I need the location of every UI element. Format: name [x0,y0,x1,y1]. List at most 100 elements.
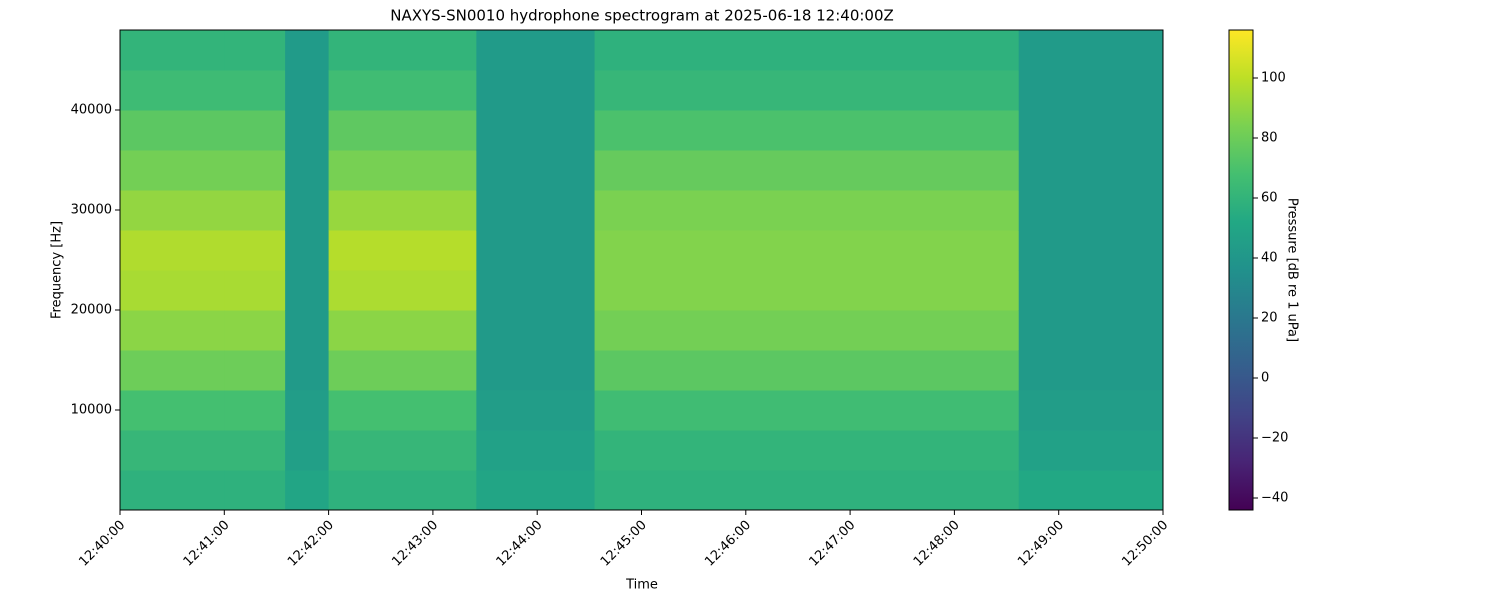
cell [328,470,477,511]
x-tick-label: 12:47:00 [807,518,859,570]
cell [328,70,477,111]
cell [1018,230,1164,271]
cell [224,350,286,391]
cell [285,430,330,471]
x-tick-label: 12:45:00 [598,518,650,570]
y-tick-label: 30000 [71,203,112,218]
cell [1018,270,1164,311]
cell [594,350,1020,391]
cell [594,470,1020,511]
cell [285,390,330,431]
cell [120,150,225,191]
cell [476,270,596,311]
cell [1018,150,1164,191]
cell [1018,350,1164,391]
cell [594,430,1020,471]
cell [594,270,1020,311]
cell [285,350,330,391]
cell [476,230,596,271]
cell [594,150,1020,191]
cell [224,310,286,351]
cell [224,70,286,111]
cell [1018,390,1164,431]
cell [120,350,225,391]
cell [224,270,286,311]
cell [120,190,225,231]
y-axis-label: Frequency [Hz] [50,221,65,319]
colorbar-tick-label: −20 [1261,431,1288,446]
cell [285,70,330,111]
colorbar-tick-label: 100 [1261,71,1286,86]
cell [285,190,330,231]
cell [476,30,596,71]
x-tick-label: 12:46:00 [702,518,754,570]
cell [328,230,477,271]
cell [594,70,1020,111]
cell [476,390,596,431]
cell [594,230,1020,271]
cell [594,310,1020,351]
cell [224,110,286,151]
cell [594,30,1020,71]
x-tick-label: 12:48:00 [911,518,963,570]
cell [120,390,225,431]
x-tick-label: 12:43:00 [389,518,441,570]
cell [476,470,596,511]
cell [328,190,477,231]
colorbar [1229,30,1253,510]
colorbar-tick-label: 60 [1261,191,1278,206]
cell [1018,190,1164,231]
cell [285,230,330,271]
colorbar-tick-label: 40 [1261,251,1278,266]
cell [224,30,286,71]
x-tick-label: 12:49:00 [1015,518,1067,570]
cell [328,110,477,151]
cell [120,110,225,151]
colorbar-tick-label: 0 [1261,371,1269,386]
cell [285,470,330,511]
colorbar-tick-label: −40 [1261,491,1288,506]
cell [285,310,330,351]
cell [476,190,596,231]
x-tick-label: 12:41:00 [181,518,233,570]
x-tick-label: 12:40:00 [76,518,128,570]
cell [120,270,225,311]
colorbar-frame [1228,29,1254,511]
cell [120,70,225,111]
cell [1018,310,1164,351]
colorbar-tick-label: 20 [1261,311,1278,326]
cell [476,310,596,351]
cell [1018,70,1164,111]
cell [1018,30,1164,71]
cell [328,390,477,431]
y-tick-label: 20000 [71,303,112,318]
cell [120,430,225,471]
cell [285,150,330,191]
cell [224,150,286,191]
heatmap [120,30,1164,511]
cell [476,430,596,471]
cell [328,150,477,191]
cell [224,470,286,511]
x-tick-label: 12:50:00 [1119,518,1171,570]
cell [476,110,596,151]
cell [328,270,477,311]
cell [328,350,477,391]
cell [224,190,286,231]
cell [1018,430,1164,471]
cell [224,430,286,471]
cell [1018,470,1164,511]
y-tick-label: 40000 [71,103,112,118]
cell [328,30,477,71]
colorbar-label: Pressure [dB re 1 uPa] [1285,198,1300,342]
cell [120,470,225,511]
cell [285,30,330,71]
cell [594,190,1020,231]
chart-title: NAXYS-SN0010 hydrophone spectrogram at 2… [390,7,894,25]
x-tick-label: 12:44:00 [494,518,546,570]
x-tick-label: 12:42:00 [285,518,337,570]
y-tick-label: 10000 [71,403,112,418]
cell [285,110,330,151]
cell [224,390,286,431]
